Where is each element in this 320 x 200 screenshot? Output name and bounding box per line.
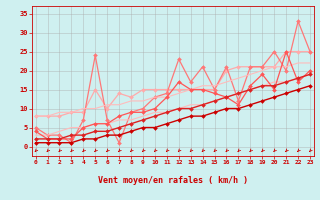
X-axis label: Vent moyen/en rafales ( km/h ): Vent moyen/en rafales ( km/h )	[98, 176, 248, 185]
